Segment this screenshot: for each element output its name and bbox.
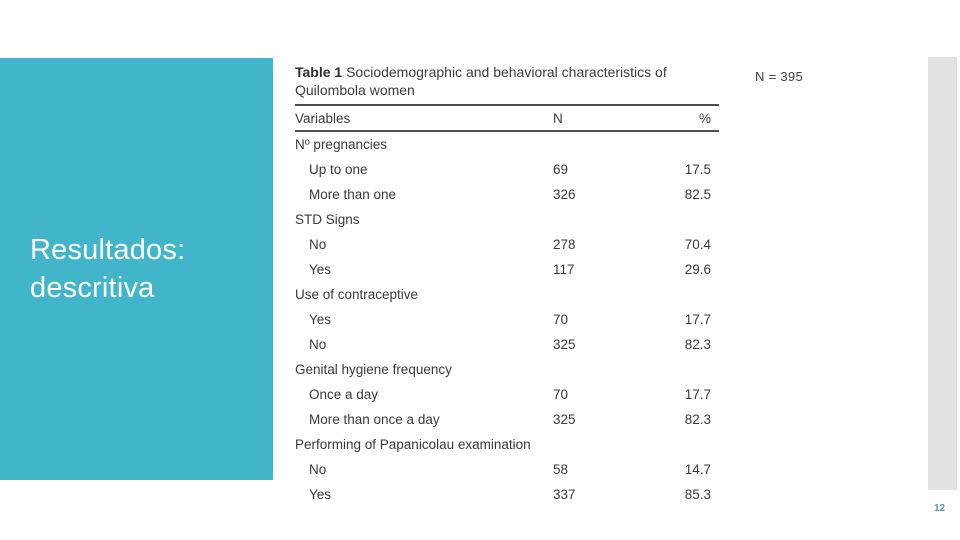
row-label: Genital hygiene frequency: [295, 362, 452, 377]
table-figure: Table 1 Sociodemographic and behavioral …: [295, 64, 719, 507]
table-header-row: Variables N %: [295, 106, 719, 130]
table-row: Use of contraceptive: [295, 282, 719, 307]
row-label: More than once a day: [309, 412, 440, 427]
row-percent-value: 17.7: [684, 312, 711, 327]
slide-title-line1: Resultados:: [30, 234, 186, 266]
table-row: Nº pregnancies: [295, 132, 719, 157]
slide-title: Resultados: descritiva: [30, 231, 185, 307]
row-n-value: 326: [553, 187, 576, 202]
row-n-value: 337: [553, 487, 576, 502]
table-row: STD Signs: [295, 207, 719, 232]
table-row: Yes 337 85.3: [295, 482, 719, 507]
row-percent-value: 82.3: [684, 412, 711, 427]
table-title-label: Table 1: [295, 64, 343, 80]
row-percent-value: 29.6: [684, 262, 711, 277]
table-row: Up to one 69 17.5: [295, 157, 719, 182]
row-label: Once a day: [309, 387, 379, 402]
table-rule-header: [295, 130, 719, 132]
table-title: Table 1 Sociodemographic and behavioral …: [295, 64, 719, 99]
sample-size-note: N = 395: [755, 69, 803, 84]
table-rule-top: [295, 104, 719, 106]
column-header-n: N: [553, 110, 563, 126]
table-row: More than once a day 325 82.3: [295, 407, 719, 432]
table-title-text: Sociodemographic and behavioral characte…: [295, 64, 667, 98]
decorative-right-bar: [928, 57, 957, 490]
row-percent-value: 17.7: [684, 387, 711, 402]
table-row: Once a day 70 17.7: [295, 382, 719, 407]
row-n-value: 278: [553, 237, 576, 252]
row-n-value: 70: [553, 312, 569, 327]
row-label: Yes: [309, 312, 332, 327]
row-percent-value: 17.5: [684, 162, 711, 177]
row-label: Up to one: [309, 162, 368, 177]
table-row: Genital hygiene frequency: [295, 357, 719, 382]
row-percent-value: 85.3: [684, 487, 711, 502]
table-body: Nº pregnancies Up to one 69 17.5 More than o…: [295, 132, 719, 507]
row-label: Yes: [309, 487, 332, 502]
table-row: No 278 70.4: [295, 232, 719, 257]
section-title-panel: Resultados: descritiva: [0, 58, 273, 480]
row-label: Yes: [309, 262, 332, 277]
row-n-value: 325: [553, 412, 576, 427]
row-percent-value: 70.4: [684, 237, 711, 252]
table-row: Performing of Papanicolau examination: [295, 432, 719, 457]
row-label: More than one: [309, 187, 397, 202]
row-percent-value: 14.7: [684, 462, 711, 477]
row-n-value: 70: [553, 387, 569, 402]
row-label: No: [309, 237, 327, 252]
table-row: No 58 14.7: [295, 457, 719, 482]
row-percent-value: 82.5: [684, 187, 711, 202]
row-n-value: 325: [553, 337, 576, 352]
row-label: Use of contraceptive: [295, 287, 419, 302]
row-label: No: [309, 462, 327, 477]
table-row: Yes 70 17.7: [295, 307, 719, 332]
row-label: Nº pregnancies: [295, 137, 387, 152]
table-row: No 325 82.3: [295, 332, 719, 357]
page-number: 12: [934, 503, 946, 514]
row-n-value: 69: [553, 162, 569, 177]
row-n-value: 58: [553, 462, 569, 477]
row-percent-value: 82.3: [684, 337, 711, 352]
column-header-variables: Variables: [295, 110, 351, 126]
row-label: STD Signs: [295, 212, 360, 227]
table-row: More than one 326 82.5: [295, 182, 719, 207]
column-header-percent: %: [698, 110, 711, 126]
row-label: Performing of Papanicolau examination: [295, 437, 531, 452]
slide-title-line2: descritiva: [30, 272, 155, 304]
row-label: No: [309, 337, 327, 352]
table-row: Yes 117 29.6: [295, 257, 719, 282]
row-n-value: 117: [553, 262, 575, 277]
